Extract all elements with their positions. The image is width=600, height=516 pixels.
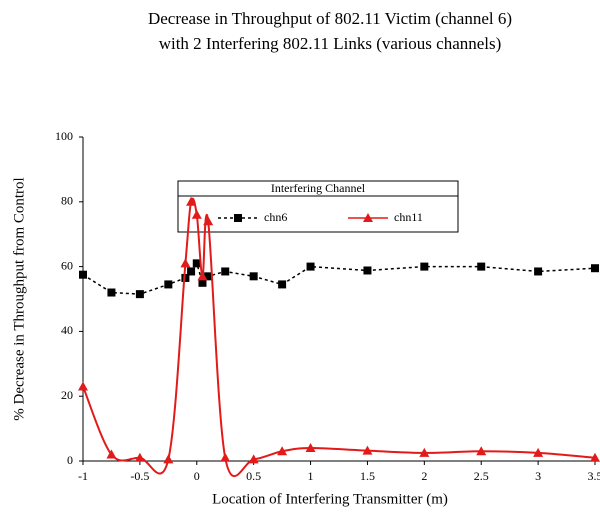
chart-title: Decrease in Throughput of 802.11 Victim …: [148, 9, 512, 28]
legend-label: chn6: [264, 210, 287, 224]
y-tick-label: 40: [61, 323, 73, 337]
series-line: [82, 197, 596, 477]
marker: [363, 266, 372, 275]
x-tick-label: 2: [421, 469, 427, 483]
marker: [534, 267, 543, 276]
marker: [180, 258, 191, 268]
series-line: [82, 261, 596, 295]
marker: [164, 280, 173, 289]
x-tick-label: -0.5: [130, 469, 149, 483]
y-axis-label: % Decrease in Throughput from Control: [11, 177, 27, 420]
marker: [277, 446, 288, 456]
marker: [306, 262, 315, 271]
x-tick-label: 0.5: [246, 469, 261, 483]
marker: [191, 209, 202, 219]
marker: [362, 445, 373, 455]
marker: [186, 196, 197, 206]
marker: [197, 271, 208, 281]
marker: [79, 270, 87, 279]
marker: [204, 272, 213, 281]
marker: [476, 446, 487, 456]
marker: [181, 273, 190, 282]
x-tick-label: -1: [78, 469, 88, 483]
marker: [419, 447, 430, 457]
marker: [187, 267, 196, 276]
chart-subtitle: with 2 Interfering 802.11 Links (various…: [159, 34, 502, 53]
marker: [220, 452, 231, 462]
y-tick-label: 100: [55, 129, 73, 143]
marker: [420, 262, 429, 271]
x-tick-label: 1.5: [360, 469, 375, 483]
marker: [135, 290, 144, 299]
legend-marker: [234, 214, 242, 222]
y-tick-label: 20: [61, 388, 73, 402]
x-tick-label: 3.5: [588, 469, 600, 483]
y-tick-label: 0: [67, 453, 73, 467]
marker: [221, 267, 230, 276]
y-tick-label: 60: [61, 258, 73, 272]
y-tick-label: 80: [61, 194, 73, 208]
marker: [477, 262, 486, 271]
legend-box: [177, 180, 459, 233]
marker: [163, 454, 174, 464]
x-tick-label: 3: [535, 469, 541, 483]
marker: [78, 381, 88, 391]
x-tick-label: 1: [308, 469, 314, 483]
marker: [590, 452, 600, 462]
marker: [533, 447, 544, 457]
marker: [248, 454, 259, 464]
x-tick-label: 2.5: [474, 469, 489, 483]
legend-title: Interfering Channel: [271, 181, 366, 195]
marker: [249, 272, 258, 281]
marker: [591, 264, 599, 273]
marker: [198, 278, 207, 287]
legend-marker: [363, 213, 373, 222]
x-axis-label: Location of Interfering Transmitter (m): [212, 491, 448, 507]
x-tick-label: 0: [194, 469, 200, 483]
marker: [107, 288, 116, 297]
marker: [106, 449, 117, 459]
marker: [278, 280, 287, 289]
legend-label: chn11: [394, 210, 423, 224]
marker: [192, 259, 201, 268]
marker: [203, 216, 214, 226]
marker: [305, 443, 316, 453]
marker: [134, 452, 145, 462]
